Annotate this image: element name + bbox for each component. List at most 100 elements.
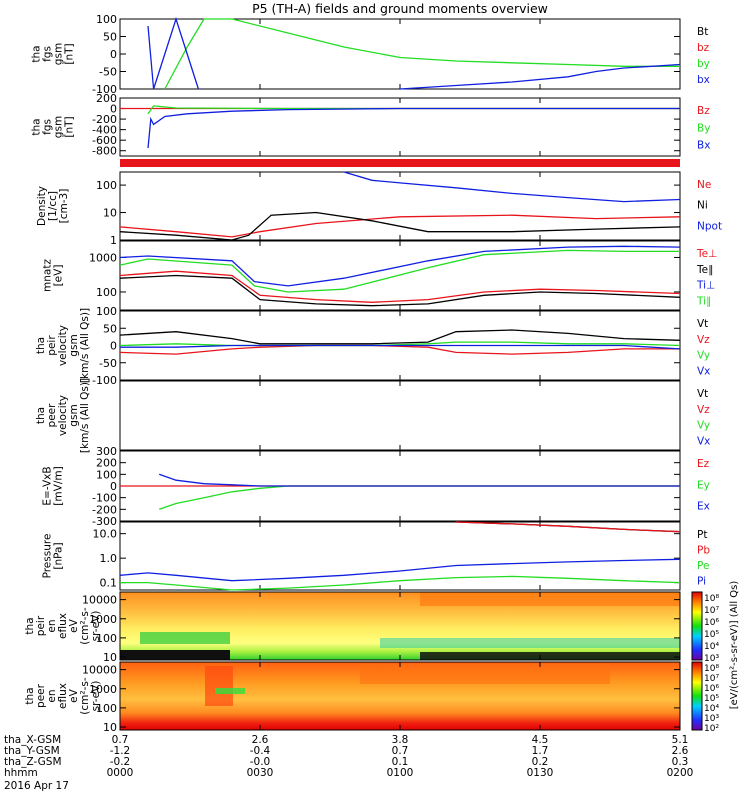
y-axis-label: E=-VxB [42,466,54,505]
panel-mom: 100 10 1 Density [1/cc] [cm-3] Ne Ni Npot [36,171,722,247]
y-axis-label: sr-eV) [90,611,102,642]
legend-entry: Bz [697,105,710,117]
legend-entry: Te⊥ [696,248,717,260]
y-tick-label: 1000 [89,251,117,264]
y-tick-label: 10 [103,721,117,734]
colorbar-tick-label: 10⁵ [704,630,719,640]
x-tick-label: 0000 [107,767,134,779]
spectrogram-patch [120,650,230,660]
legend-entry: Ti∥ [696,295,711,307]
spectrogram-patch [140,632,230,644]
spectrogram-patch [420,592,680,606]
x-tick-label: 0030 [247,767,274,779]
y-axis-label: gsm [68,404,80,426]
legend-entry: Vx [697,435,710,447]
y-tick-label: -800 [92,145,117,158]
y-tick-label: -200 [92,503,117,516]
spectrogram-patch [420,652,680,660]
series-line-Ne [119,214,681,238]
x-tick-label: 3.8 [392,734,409,746]
y-tick-label: -400 [92,124,117,137]
x-row-label: hhmm [4,767,38,779]
x-tick-label: 0.3 [672,756,689,768]
x-row-label: tha_X-GSM [4,734,61,746]
y-axis-label: peer [35,683,47,708]
y-axis-label: tha [35,407,47,424]
legend-entry: Pi [697,576,706,588]
spectrogram-patch [360,664,610,684]
legend-entry: Bx [697,140,710,152]
y-tick-label: 10 [103,651,117,664]
x-tick-label: 0.1 [392,756,409,768]
x-tick-label: -0.4 [250,745,271,757]
x-tick-label: 4.5 [532,734,549,746]
y-axis-label: sr-eV) [90,681,102,712]
y-tick-label: 0 [110,340,117,353]
x-tick-label: 1.7 [532,745,549,757]
series-line-By [147,105,680,115]
panel-fgs: 100 50 0 -50 -100 tha fgs gsm [nT] Bt bz by bx [31,13,710,96]
y-tick-label: -300 [92,515,117,528]
colorbar-tick-label: 10³ [704,654,719,664]
legend-entry: Npot [697,220,722,232]
series-line-Te⊥ [119,270,681,303]
panel-frame [119,380,681,451]
legend-entry: Ni [697,200,708,212]
colorbar-label: [eV/(cm²-s-sr-eV)] (All Qs) [729,581,740,710]
colorbar-tick-label: 10² [704,724,719,734]
y-tick-label: 100 [96,702,117,715]
y-axis-label: gsm [68,334,80,356]
series-line-by [164,18,680,90]
panel-vel2: tha peer velocity gsm [km/s (All Qs)] Vt Vz Vy V… [35,378,710,453]
y-axis-label: eflux [57,683,69,709]
y-tick-label: -100 [92,374,117,387]
y-axis-label: tha [31,45,43,62]
y-axis-label: velocity [57,395,69,436]
y-tick-label: 1000 [89,613,117,626]
y-axis-label: (cm²-s- [79,677,91,715]
colorbar-tick-label: 10⁴ [704,642,719,652]
y-tick-label: 100 [96,286,117,299]
separator-bar [120,159,680,167]
y-tick-label: -600 [92,134,117,147]
legend-entry: by [697,58,710,70]
panel-press: 10.0 1.0 0.1 Pressure [nPa] Pt Pb Pe Pi [42,521,710,591]
series-line-Vz [119,344,680,355]
series-line-bx_spike [147,16,200,90]
y-tick-label: 0 [110,48,117,61]
colorbar [691,591,703,661]
series-line-Pe [120,575,681,591]
legend-entry: Ti⊥ [696,280,715,292]
colorbar-tick-label: 10⁸ [704,594,719,604]
y-tick-label: 0.1 [100,577,118,590]
colorbar-tick-label: 10⁷ [704,674,719,684]
y-tick-label: 100 [96,13,117,26]
x-row-label: tha_Y-GSM [4,745,60,757]
colorbar-tick-label: 10⁵ [704,694,719,704]
y-tick-label: 50 [103,31,117,44]
y-axis-label: fgs [42,119,54,135]
y-tick-label: -50 [99,66,117,79]
colorbar-tick-label: 10⁸ [704,664,719,674]
y-tick-label: 200 [96,92,117,105]
series-line-Ex [158,473,680,487]
x-tick-label: 0200 [667,767,694,779]
y-tick-label: -100 [92,492,117,505]
legend-entry: Bt [697,26,708,38]
colorbar-tick-label: 10⁶ [704,684,719,694]
x-tick-label: 0.7 [392,745,409,757]
x-tick-label: 5.1 [672,734,689,746]
series-line-Ti⊥ [119,245,681,287]
legend-entry: Pe [697,560,709,572]
legend-entry: Ne [697,179,711,191]
legend-entry: Vy [697,420,710,432]
panel-frame [119,171,681,241]
y-axis-label: [km/s (All Qs)] [79,308,91,383]
panel-frame [119,18,681,90]
series-line-Te∥ [119,274,681,307]
